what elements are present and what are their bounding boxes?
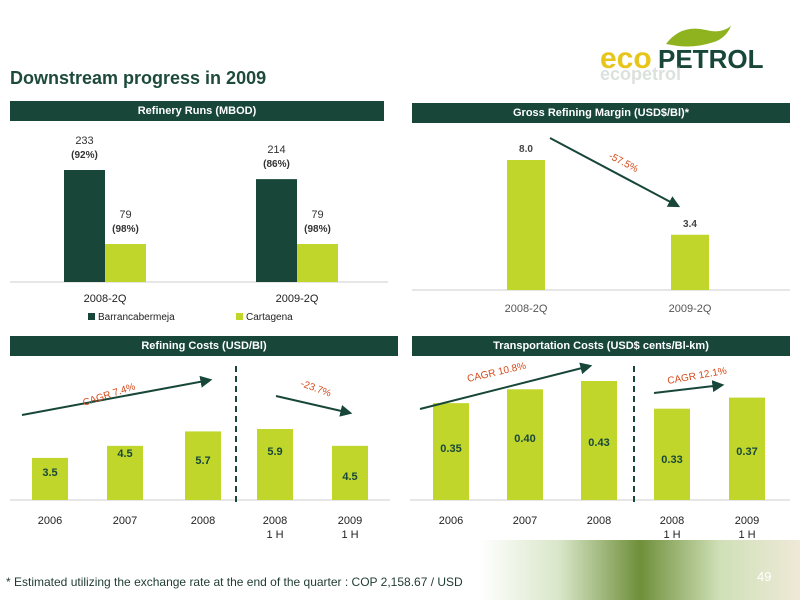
- gross-margin-header: Gross Refining Margin (USD$/Bl)*: [412, 103, 790, 123]
- refinery-runs-chart: 233 (92%) 79 (98%) 2008-2Q 214 (86%) 79 (98%) 200…: [10, 135, 388, 323]
- data-label: 8.0: [519, 144, 533, 155]
- data-label: 3.5: [42, 467, 57, 479]
- refinery-runs-header: Refinery Runs (MBOD): [10, 101, 384, 121]
- slide-title: Downstream progress in 2009: [10, 68, 267, 88]
- data-label: 5.7: [195, 455, 210, 467]
- bar-2006: [32, 457, 68, 500]
- data-label: 0.43: [588, 437, 609, 449]
- tick-label: 2006: [38, 515, 62, 527]
- tick-label: 2009 1 H: [735, 515, 759, 541]
- data-label: 4.5: [342, 471, 357, 483]
- iguana-icon: [666, 26, 731, 47]
- refining-costs-header: Refining Costs (USD/Bl): [10, 336, 398, 356]
- ecopetrol-logo: eco PETROL ecopetrol: [600, 26, 764, 84]
- pct-label: (98%): [112, 224, 139, 235]
- data-label: 0.40: [514, 433, 535, 445]
- bar-barrancabermeja-2008-2Q: [64, 170, 105, 282]
- pct-label: (98%): [304, 224, 331, 235]
- tick-label: 2008: [587, 515, 611, 527]
- tick-label: 2008 1 H: [660, 515, 684, 541]
- legend-label: Barrancabermeja: [98, 312, 175, 323]
- pct-label: (92%): [71, 150, 98, 161]
- data-label: 79: [119, 209, 131, 221]
- bar-2008-1 H: [654, 408, 690, 500]
- bar-2008-2Q: [507, 160, 545, 290]
- data-label: 79: [311, 209, 323, 221]
- annotation: -23.7%: [299, 378, 333, 399]
- tick-label: 2009 1 H: [338, 515, 362, 541]
- footnote: * Estimated utilizing the exchange rate …: [6, 575, 463, 589]
- data-label: 4.5: [117, 448, 132, 460]
- annotation: CAGR 12.1%: [667, 366, 728, 387]
- bar-2009-2Q: [671, 234, 709, 290]
- svg-text:ecopetrol: ecopetrol: [600, 64, 681, 84]
- trend-arrow: [275, 395, 353, 417]
- tick-label: 2008: [191, 515, 215, 527]
- refining-costs-chart: 3.5 2006 4.5 2007 5.7 2008 5.9 2008 1 H 4.5 2009 1 …: [10, 366, 390, 541]
- transport-costs-chart: 0.35 2006 0.40 2007 0.43 2008 0.33 2008 1 H 0.37 2…: [410, 361, 790, 541]
- tick-label: 2006: [439, 515, 463, 527]
- bar-cartagena-2009-2Q: [297, 244, 338, 282]
- footer-band: [0, 540, 800, 600]
- svg-text:eco: eco: [600, 42, 652, 75]
- annotation: CAGR 10.8%: [466, 361, 527, 385]
- data-label: 3.4: [683, 219, 697, 230]
- tick-label: 2009-2Q: [669, 303, 712, 315]
- trend-arrow: [653, 380, 725, 394]
- legend-label: Cartagena: [246, 312, 293, 323]
- svg-text:PETROL: PETROL: [658, 44, 764, 74]
- trend-arrow: [21, 375, 213, 416]
- trend-arrow: [419, 362, 593, 410]
- data-label: 5.9: [267, 446, 282, 458]
- data-label: 214: [267, 144, 285, 156]
- bar-2009-1 H: [332, 445, 368, 500]
- pct-label: (86%): [263, 159, 290, 170]
- bar-cartagena-2008-2Q: [105, 244, 146, 282]
- tick-label: 2009-2Q: [276, 293, 319, 305]
- bar-2009-1 H: [729, 397, 765, 500]
- tick-label: 2007: [113, 515, 137, 527]
- tick-label: 2008-2Q: [84, 293, 127, 305]
- legend-swatch: [88, 313, 95, 320]
- data-label: 0.33: [661, 454, 682, 466]
- tick-label: 2008 1 H: [263, 515, 287, 541]
- data-label: 233: [75, 135, 93, 147]
- legend-swatch: [236, 313, 243, 320]
- page-number: 49: [757, 569, 772, 584]
- data-label: 0.35: [440, 443, 461, 455]
- tick-label: 2008-2Q: [505, 303, 548, 315]
- data-label: 0.37: [736, 446, 757, 458]
- tick-label: 2007: [513, 515, 537, 527]
- bar-2008-1 H: [257, 429, 293, 500]
- bar-2007: [507, 389, 543, 500]
- bar-2007: [107, 445, 143, 500]
- bar-2008: [581, 381, 617, 500]
- bar-barrancabermeja-2009-2Q: [256, 179, 297, 282]
- bar-2006: [433, 403, 469, 500]
- trend-arrow: [549, 137, 681, 208]
- bar-2008: [185, 431, 221, 500]
- transport-costs-header: Transportation Costs (USD$ cents/Bl-km): [412, 336, 790, 356]
